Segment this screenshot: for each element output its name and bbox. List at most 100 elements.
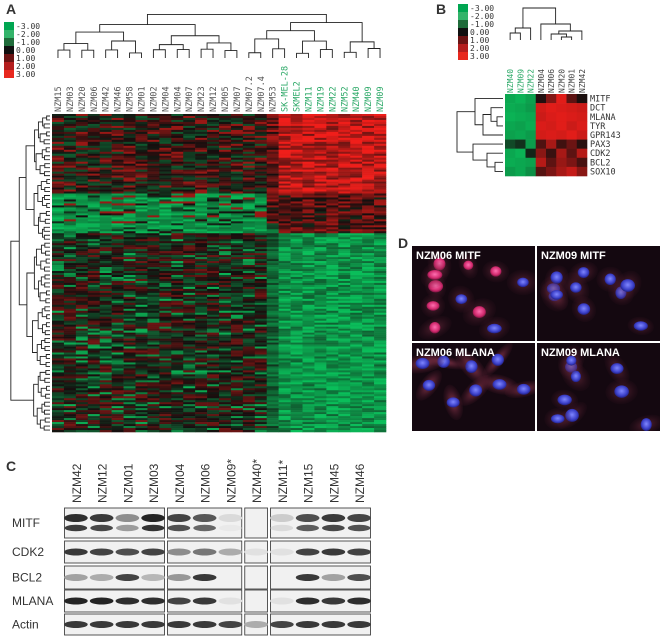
heatmap-cell bbox=[302, 257, 315, 260]
heatmap-cell bbox=[362, 406, 375, 409]
heatmap-cell bbox=[338, 249, 351, 252]
heatmap-cell bbox=[75, 418, 89, 421]
heatmap-cell bbox=[87, 221, 101, 224]
heatmap-cell bbox=[207, 406, 220, 409]
heatmap-cell bbox=[278, 300, 291, 304]
heatmap-cell bbox=[290, 137, 303, 141]
heatmap-cell bbox=[63, 364, 77, 367]
heatmap-cell bbox=[87, 294, 101, 298]
heatmap-cell bbox=[374, 241, 387, 244]
heatmap-cell bbox=[266, 161, 279, 164]
heatmap-cell bbox=[314, 253, 327, 256]
heatmap-cell bbox=[87, 239, 101, 242]
heatmap-cell bbox=[135, 336, 148, 339]
heatmap-cell bbox=[111, 147, 124, 151]
heatmap-cell bbox=[75, 312, 89, 316]
heatmap-cell bbox=[75, 185, 89, 188]
heatmap-cell bbox=[111, 336, 124, 339]
heatmap-cell bbox=[338, 259, 351, 262]
heatmap-cell bbox=[362, 298, 375, 302]
dendrogram-branch bbox=[26, 272, 35, 338]
heatmap-cell bbox=[195, 316, 208, 320]
heatmap-cell bbox=[338, 157, 351, 161]
heatmap-cell bbox=[314, 121, 327, 125]
heatmap-cell bbox=[159, 225, 172, 228]
heatmap-cell bbox=[374, 163, 387, 166]
heatmap-cell bbox=[278, 245, 291, 248]
heatmap-cell bbox=[52, 243, 65, 246]
heatmap-cell bbox=[278, 211, 291, 214]
heatmap-cell bbox=[326, 125, 339, 129]
heatmap-cell bbox=[52, 197, 65, 200]
heatmap-cell bbox=[314, 251, 327, 254]
heatmap-cell bbox=[207, 382, 220, 385]
heatmap-cell bbox=[314, 115, 327, 119]
heatmap-cell bbox=[123, 392, 136, 395]
heatmap-cell bbox=[111, 181, 124, 184]
heatmap-cell bbox=[207, 392, 220, 395]
heatmap-cell bbox=[171, 310, 184, 314]
heatmap-cell bbox=[546, 157, 557, 168]
blot-membrane bbox=[270, 507, 371, 539]
heatmap-cell bbox=[338, 388, 351, 391]
heatmap-cell bbox=[111, 388, 124, 391]
heatmap-cell bbox=[326, 189, 339, 192]
heatmap-cell bbox=[302, 127, 315, 131]
heatmap-cell bbox=[207, 300, 220, 304]
heatmap-cell bbox=[52, 147, 65, 151]
heatmap-cell bbox=[266, 288, 279, 292]
heatmap-cell bbox=[123, 340, 136, 343]
heatmap-cell bbox=[195, 167, 208, 170]
heatmap-cell bbox=[374, 245, 387, 248]
heatmap-cell bbox=[87, 354, 101, 357]
heatmap-cell bbox=[350, 336, 363, 339]
heatmap-cell bbox=[338, 235, 351, 238]
heatmap-cell bbox=[230, 135, 244, 139]
heatmap-cell bbox=[87, 181, 101, 184]
heatmap-cell bbox=[135, 416, 148, 419]
heatmap-cell bbox=[219, 127, 232, 131]
heatmap-cell bbox=[135, 143, 148, 147]
heatmap-cell bbox=[242, 247, 256, 250]
heatmap-cell bbox=[123, 243, 136, 246]
heatmap-cell bbox=[99, 368, 112, 371]
heatmap-cell bbox=[362, 310, 375, 314]
heatmap-cell bbox=[135, 422, 148, 425]
heatmap-cell bbox=[111, 153, 124, 157]
heatmap-cell bbox=[159, 338, 172, 341]
heatmap-cell bbox=[147, 410, 160, 413]
heatmap-cell bbox=[159, 237, 172, 240]
heatmap-cell bbox=[159, 187, 172, 190]
heatmap-cell bbox=[99, 366, 112, 369]
heatmap-cell bbox=[195, 213, 208, 216]
heatmap-cell bbox=[171, 141, 184, 145]
heatmap-cell bbox=[75, 271, 89, 274]
heatmap-cell bbox=[111, 259, 124, 262]
heatmap-cell bbox=[171, 197, 184, 200]
heatmap-cell bbox=[254, 292, 268, 296]
heatmap-cell bbox=[99, 306, 112, 310]
heatmap-cell bbox=[195, 125, 208, 129]
heatmap-cell bbox=[183, 294, 196, 298]
heatmap-cell bbox=[350, 131, 363, 135]
heatmap-cell bbox=[230, 322, 244, 325]
heatmap-cell bbox=[52, 251, 65, 254]
heatmap-cell bbox=[123, 286, 136, 290]
heatmap-cell bbox=[302, 388, 315, 391]
heatmap-cell bbox=[75, 139, 89, 143]
heatmap-cell bbox=[63, 424, 77, 427]
heatmap-cell bbox=[302, 404, 315, 407]
heatmap-cell bbox=[123, 191, 136, 194]
blot-band bbox=[115, 548, 140, 556]
heatmap-cell bbox=[183, 157, 196, 161]
heatmap-cell bbox=[290, 151, 303, 155]
heatmap-cell bbox=[111, 235, 124, 238]
heatmap-cell bbox=[75, 358, 89, 361]
heatmap-cell bbox=[566, 139, 578, 149]
heatmap-cell bbox=[52, 241, 65, 244]
heatmap-cell bbox=[302, 282, 315, 286]
heatmap-cell bbox=[63, 372, 77, 375]
heatmap-cell bbox=[111, 129, 124, 133]
heatmap-cell bbox=[374, 191, 387, 194]
heatmap-cell bbox=[147, 209, 160, 212]
